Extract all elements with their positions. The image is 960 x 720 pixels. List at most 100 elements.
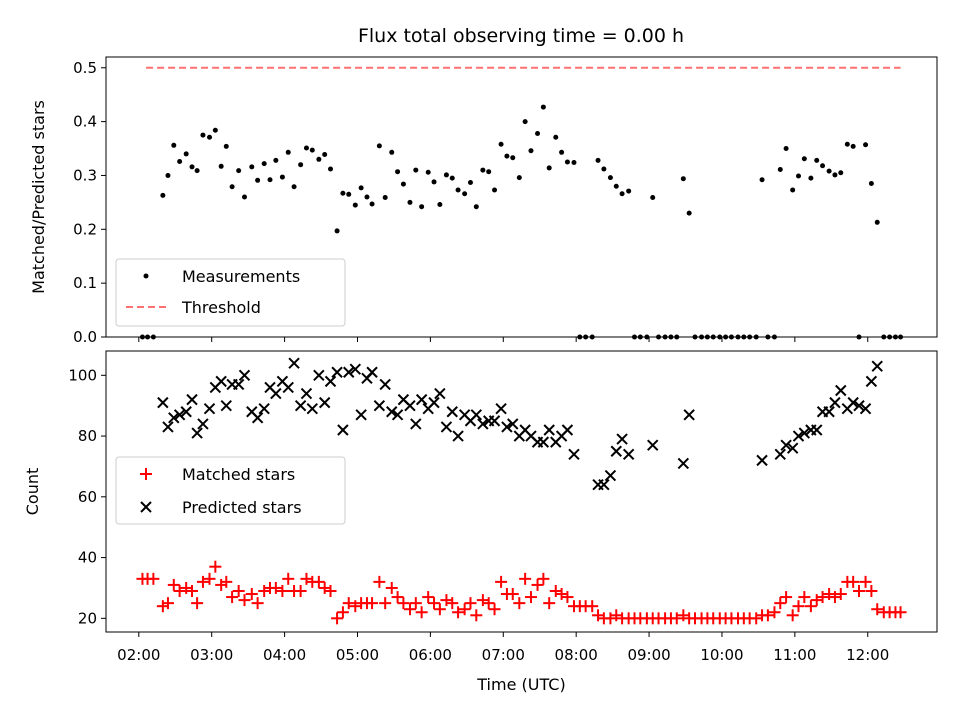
predicted-star-point bbox=[440, 421, 453, 433]
measurement-point bbox=[601, 166, 607, 172]
measurement-point bbox=[868, 181, 874, 187]
bottom-y-ticks: 20 40 60 80 100 bbox=[68, 366, 106, 627]
measurement-point bbox=[528, 148, 534, 154]
measurement-point bbox=[626, 188, 632, 194]
predicted-star-point bbox=[446, 406, 458, 418]
matched-star-point bbox=[871, 603, 884, 616]
matched-star-point bbox=[513, 597, 526, 610]
measurement-point bbox=[595, 157, 601, 163]
bottom-y-tick-label: 80 bbox=[78, 427, 97, 445]
measurement-point bbox=[820, 163, 826, 169]
predicted-star-point bbox=[871, 360, 883, 372]
matched-star-point bbox=[865, 584, 878, 597]
measurement-point bbox=[236, 168, 242, 174]
x-tick-label: 09:00 bbox=[627, 646, 670, 664]
measurement-point bbox=[194, 168, 200, 174]
matched-star-point bbox=[804, 600, 817, 613]
bottom-marks bbox=[136, 357, 907, 625]
measurement-point bbox=[564, 159, 570, 165]
measurement-point bbox=[431, 179, 437, 185]
predicted-star-point bbox=[774, 448, 786, 460]
matched-star-point bbox=[167, 578, 180, 591]
predicted-star-point bbox=[203, 403, 216, 415]
bottom-y-axis-label: Count bbox=[23, 468, 42, 516]
measurement-point bbox=[212, 127, 218, 133]
predicted-star-point bbox=[197, 418, 209, 430]
measurement-point bbox=[790, 187, 796, 193]
measurement-point bbox=[480, 167, 486, 173]
predicted-star-point bbox=[543, 424, 555, 436]
measurement-point bbox=[516, 175, 522, 181]
top-y-ticks: 0.0 0.1 0.2 0.3 0.4 0.5 bbox=[73, 59, 106, 346]
predicted-star-point bbox=[811, 424, 823, 436]
predicted-star-point bbox=[191, 427, 203, 439]
predicted-star-point bbox=[391, 409, 404, 421]
measurement-point bbox=[255, 177, 261, 183]
matched-star-point bbox=[403, 603, 416, 616]
predicted-star-point bbox=[168, 412, 180, 424]
matched-star-point bbox=[276, 584, 289, 597]
measurement-point bbox=[376, 143, 382, 149]
measurement-point bbox=[334, 228, 340, 234]
measurement-point bbox=[229, 184, 235, 190]
measurement-point bbox=[346, 191, 352, 197]
predicted-star-point bbox=[568, 448, 580, 460]
matched-star-point bbox=[331, 612, 344, 625]
measurement-point bbox=[303, 145, 309, 151]
panel-counts: 20 40 60 80 100 02:00 03:00 04:00 05:00 06:00 07:… bbox=[23, 350, 938, 694]
measurement-point bbox=[783, 146, 789, 152]
measurement-point bbox=[364, 194, 370, 200]
x-tick-label: 05:00 bbox=[336, 646, 379, 664]
x-tick-label: 06:00 bbox=[409, 646, 452, 664]
measurement-point bbox=[160, 192, 166, 198]
predicted-star-point bbox=[853, 399, 865, 412]
measurement-point bbox=[535, 130, 541, 136]
measurement-point bbox=[462, 191, 468, 197]
measurement-point bbox=[223, 143, 229, 149]
matched-star-point bbox=[543, 597, 556, 610]
matched-star-point bbox=[531, 578, 544, 591]
matched-star-point bbox=[506, 588, 519, 601]
predicted-star-point bbox=[683, 409, 695, 421]
matched-star-point bbox=[422, 591, 435, 604]
predicted-star-point bbox=[847, 396, 859, 409]
matched-star-point bbox=[482, 597, 495, 610]
measurement-point bbox=[874, 219, 880, 225]
bottom-y-tick-label: 100 bbox=[68, 366, 97, 384]
predicted-star-point bbox=[270, 387, 282, 400]
measurement-point bbox=[352, 202, 358, 208]
predicted-star-point bbox=[495, 403, 507, 415]
predicted-star-point bbox=[251, 412, 264, 424]
matched-star-point bbox=[834, 588, 847, 601]
predicted-star-point bbox=[537, 436, 550, 448]
predicted-star-point bbox=[798, 427, 811, 439]
predicted-star-point bbox=[865, 375, 878, 388]
predicted-star-point bbox=[434, 387, 446, 400]
measurement-point bbox=[358, 185, 364, 191]
matched-star-point bbox=[768, 606, 781, 619]
predicted-star-point bbox=[343, 366, 355, 378]
top-y-tick-label: 0.1 bbox=[73, 274, 97, 292]
matched-star-point bbox=[251, 597, 264, 610]
matched-star-point bbox=[446, 597, 459, 610]
matched-star-point bbox=[670, 612, 683, 625]
predicted-star-point bbox=[180, 406, 192, 418]
matched-star-point bbox=[391, 591, 404, 604]
matched-star-point bbox=[816, 591, 829, 604]
matched-star-point bbox=[452, 606, 465, 619]
measurement-point bbox=[571, 160, 577, 166]
legend-marker-measurements bbox=[143, 273, 149, 279]
predicted-star-point bbox=[288, 357, 300, 369]
x-tick-label: 04:00 bbox=[263, 646, 306, 664]
predicted-star-point bbox=[561, 424, 574, 436]
top-y-tick-label: 0.4 bbox=[73, 113, 97, 131]
predicted-star-point bbox=[318, 396, 331, 409]
predicted-star-point bbox=[220, 399, 232, 412]
measurement-point bbox=[850, 143, 856, 149]
bottom-legend: Matched stars Predicted stars bbox=[115, 456, 346, 525]
matched-star-point bbox=[458, 603, 471, 616]
measurement-point bbox=[680, 176, 686, 182]
measurement-point bbox=[443, 172, 449, 178]
measurement-point bbox=[242, 194, 247, 200]
